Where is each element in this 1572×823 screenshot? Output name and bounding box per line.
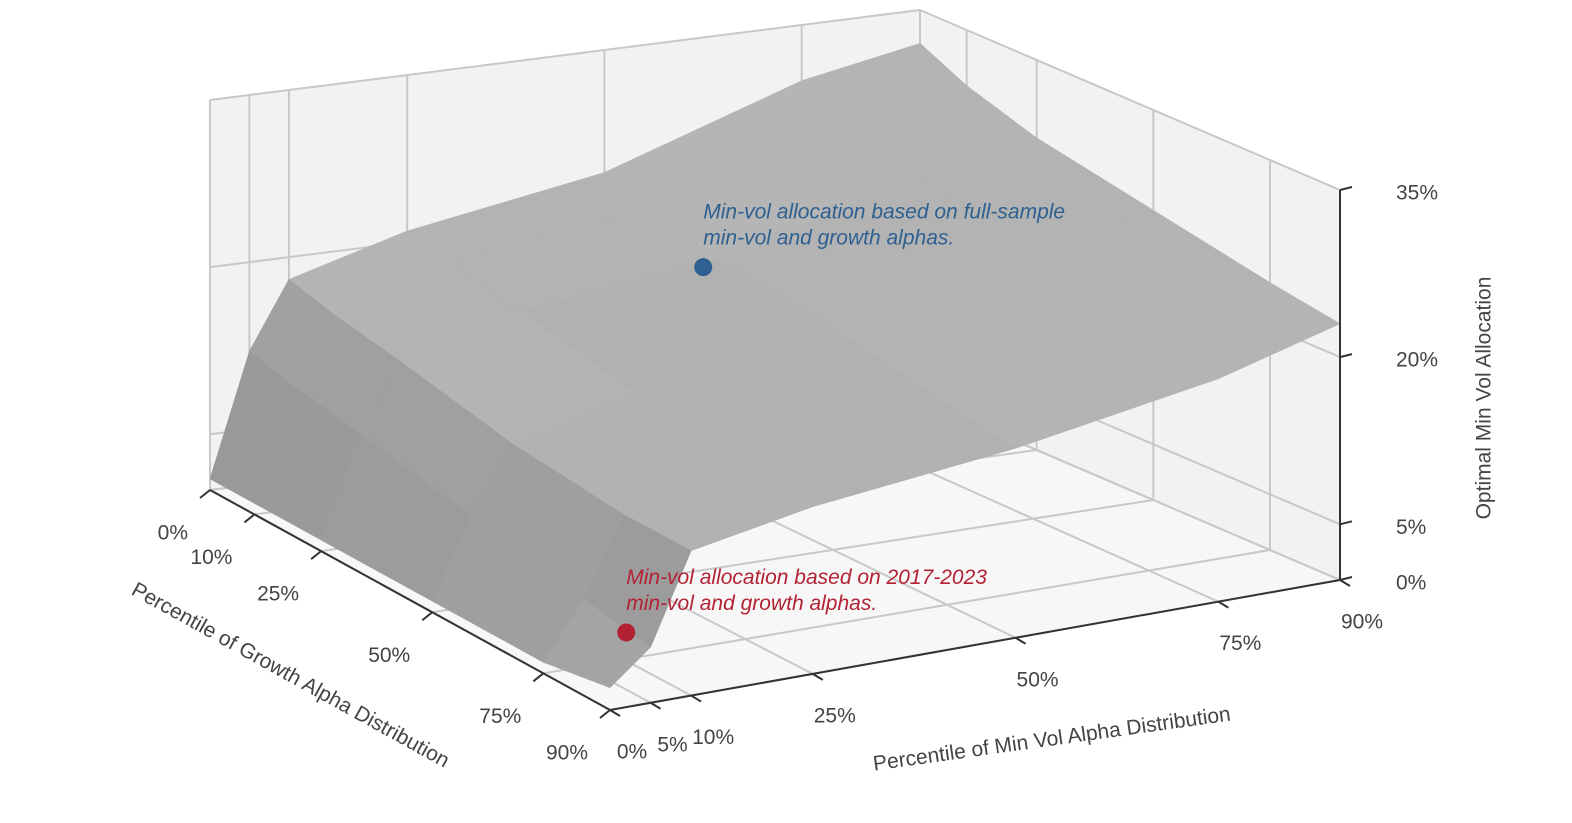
x-tick (421, 611, 433, 622)
annotation-text: min-vol and growth alphas. (703, 227, 954, 250)
x-tick (243, 513, 256, 524)
grid-line (919, 9, 1341, 191)
y-tick-label: 90% (1341, 611, 1383, 634)
y-tick (812, 673, 824, 681)
x-tick (599, 709, 611, 719)
z-tick (1339, 186, 1353, 191)
x-axis-label: Percentile of Growth Alpha Distribution (128, 578, 454, 772)
x-tick-label: 25% (257, 583, 299, 606)
x-tick-label: 50% (368, 644, 410, 667)
y-tick-label: 0% (617, 741, 647, 764)
y-tick-label: 25% (814, 704, 856, 727)
y-tick-label: 5% (657, 733, 687, 756)
x-tick (199, 489, 211, 499)
z-tick (1339, 576, 1353, 581)
y-tick (690, 694, 702, 703)
x-tick (532, 672, 544, 683)
x-tick-label: 0% (158, 522, 188, 545)
z-tick-label: 0% (1396, 572, 1426, 595)
y-tick (1339, 579, 1351, 587)
x-tick-label: 10% (190, 546, 232, 569)
y-tick (609, 709, 621, 717)
y-axis-label: Percentile of Min Vol Alpha Distribution (872, 703, 1232, 776)
annotation-point (617, 623, 636, 642)
x-tick-label: 75% (479, 705, 521, 728)
z-tick-label: 20% (1396, 349, 1438, 372)
y-tick-label: 10% (692, 726, 734, 749)
z-tick-label: 5% (1396, 516, 1426, 539)
x-tick (310, 550, 322, 560)
surface-patch (542, 599, 652, 689)
y-tick-label: 75% (1219, 632, 1261, 655)
y-tick-label: 50% (1017, 668, 1059, 691)
annotation-text: Min-vol allocation based on full-sample (703, 201, 1065, 224)
x-tick-label: 90% (546, 742, 588, 765)
annotation-text: Min-vol allocation based on 2017-2023 (626, 566, 987, 589)
z-tick (1339, 353, 1353, 359)
y-tick (1217, 600, 1229, 609)
z-axis-label: Optimal Min Vol Allocation (1473, 277, 1496, 520)
z-tick-label: 35% (1396, 182, 1438, 205)
grid-line (209, 9, 921, 101)
annotation-text: min-vol and growth alphas. (626, 592, 877, 615)
annotation-point (694, 258, 713, 277)
z-tick (1339, 520, 1353, 526)
y-tick (650, 701, 662, 710)
y-tick (1015, 636, 1027, 645)
